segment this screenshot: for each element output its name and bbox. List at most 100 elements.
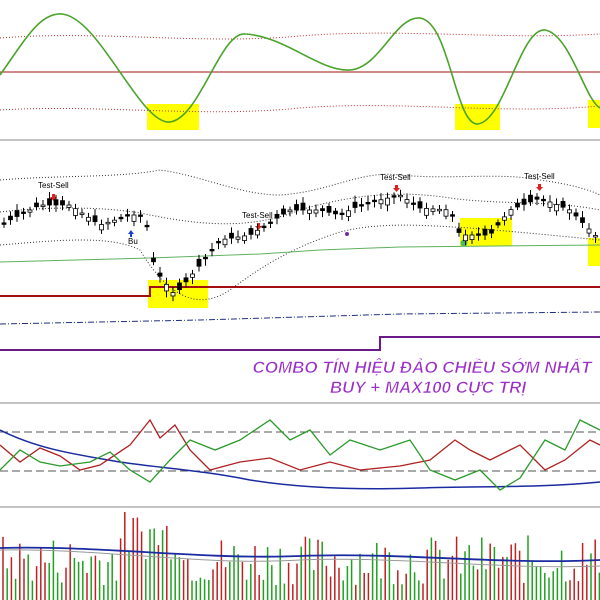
candle-body (515, 202, 520, 208)
oscillator-panel (0, 13, 600, 130)
mid-band (0, 193, 600, 225)
candle-body (586, 228, 592, 234)
candle-body (365, 202, 371, 205)
candle-body (164, 283, 169, 292)
banner-text: COMBO TÍN HIỆU ĐẢO CHIỀU SỚM NHẤT (252, 358, 593, 377)
candle-body (92, 215, 98, 223)
candle-body (560, 201, 566, 208)
candle-body (489, 229, 494, 234)
candle-body (521, 198, 527, 205)
candle-body (8, 215, 13, 221)
candle-body (294, 204, 299, 211)
highlight (147, 104, 199, 130)
candle-body (593, 235, 598, 238)
candle-body (411, 202, 416, 205)
candle-body (547, 201, 553, 208)
candle-body (333, 210, 338, 215)
candle-body (209, 248, 215, 252)
candle-body (352, 201, 358, 208)
candle-body (495, 222, 501, 226)
candle-body (287, 209, 293, 213)
banner-text: BUY + MAX100 CỰC TRỊ (330, 378, 528, 397)
indicator-line (0, 418, 600, 471)
highlight (588, 238, 600, 266)
candle-body (313, 209, 319, 214)
highlight (588, 100, 600, 128)
candle-body (443, 209, 449, 217)
candle-body (73, 208, 78, 216)
candle-body (66, 204, 72, 208)
candle-body (21, 211, 26, 214)
candle-body (463, 234, 468, 242)
panel-borders (0, 139, 600, 508)
candle-body (170, 292, 176, 297)
candle-body (398, 194, 403, 198)
candle-body (430, 208, 436, 212)
candle-body (105, 221, 111, 225)
candle-body (60, 200, 65, 206)
candle-body (125, 214, 130, 217)
candle-body (118, 216, 124, 220)
signal-label: Test-Sell (524, 172, 555, 181)
candle-body (27, 209, 33, 213)
resistance-line (0, 286, 600, 297)
candle-body (300, 202, 306, 211)
candle-body (450, 214, 455, 217)
candle-body (248, 228, 254, 235)
candle-body (79, 212, 85, 215)
candle-body (131, 214, 137, 222)
candle-body (339, 212, 345, 216)
candle-body (14, 210, 20, 217)
candle-body (222, 238, 228, 246)
candle-body (508, 209, 514, 216)
candle-body (320, 208, 325, 212)
candle-body (47, 198, 52, 206)
candle-body (190, 273, 195, 278)
candle-body (138, 214, 143, 217)
candle-body (424, 208, 429, 216)
indicator-line (0, 419, 600, 491)
price-panel: Test-Sell Test-Sell Test-Sell Test-Sell … (0, 169, 600, 397)
candle-body (99, 224, 104, 231)
candle-body (378, 199, 384, 205)
candle-body (534, 196, 540, 200)
candle-body (235, 236, 241, 240)
volume-average (0, 546, 600, 563)
candle-body (261, 225, 267, 229)
signal-label: Test-Sell (38, 181, 69, 190)
candle-body (307, 209, 312, 214)
buy-arrow (128, 230, 134, 237)
candle-body (580, 217, 585, 223)
signal-label: Bu (128, 237, 138, 246)
candle-body (1, 222, 7, 225)
candle-body (567, 209, 572, 214)
signal-dot (345, 232, 349, 236)
lower-band (0, 105, 600, 113)
upper-band (0, 169, 600, 196)
trend-line (0, 336, 600, 351)
candle-body (385, 197, 390, 206)
candle-body (53, 199, 59, 206)
candle-body (274, 213, 280, 219)
oscillator-line (0, 13, 600, 125)
candle-body (391, 195, 397, 198)
candle-body (573, 212, 579, 217)
upper-band (0, 32, 600, 40)
candle-body (203, 256, 208, 260)
candle-body (456, 228, 462, 233)
candle-body (502, 216, 507, 221)
candle-body (437, 208, 442, 212)
indicator-panel (0, 418, 600, 491)
candle-body (144, 224, 150, 228)
signal-label: Test-Sell (242, 211, 273, 220)
candle-body (255, 229, 260, 236)
candle-body (476, 233, 481, 236)
candle-body (229, 232, 234, 239)
candle-body (404, 199, 410, 204)
candle-body (372, 199, 377, 203)
candle-body (196, 258, 202, 267)
candle-body (34, 202, 39, 208)
candle-body (281, 208, 286, 215)
candle-body (177, 282, 182, 291)
